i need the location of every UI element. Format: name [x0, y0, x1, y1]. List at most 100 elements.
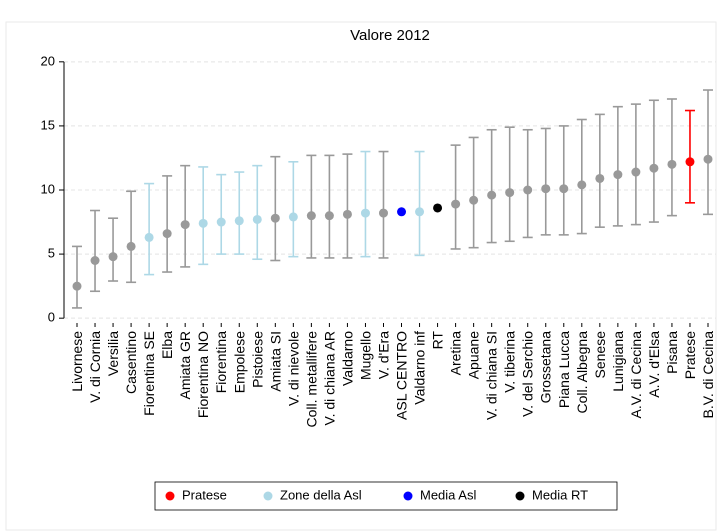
x-tick-label: Fiorentina SE — [141, 331, 157, 416]
x-tick-label: Livornese — [69, 331, 85, 392]
error-bar — [540, 127, 551, 236]
error-bar — [288, 161, 299, 258]
point — [667, 159, 677, 169]
legend-marker — [263, 491, 273, 501]
x-tick-label: V. di chiana SI — [484, 331, 500, 420]
point — [234, 216, 244, 226]
point — [90, 256, 100, 265]
error-bar — [594, 113, 605, 228]
x-tick-label: Pistoiese — [249, 331, 265, 388]
x-tick-label: Empolese — [231, 331, 247, 393]
error-bar — [306, 154, 317, 259]
x-tick-label: Amiata SI — [267, 331, 283, 392]
point — [451, 199, 461, 209]
error-bar — [342, 153, 353, 259]
error-bar — [576, 118, 587, 235]
point — [487, 190, 497, 200]
point — [433, 203, 443, 213]
error-bar — [234, 171, 245, 255]
x-tick-label: Pratese — [682, 331, 698, 379]
y-tick-label: 10 — [41, 181, 55, 196]
legend-label: Media RT — [532, 487, 588, 502]
error-bar — [126, 190, 137, 284]
legend-box — [154, 481, 618, 511]
point — [108, 252, 118, 262]
error-bar — [468, 136, 479, 249]
x-tick-label: Amiata GR — [177, 331, 193, 399]
error-bar — [252, 164, 263, 261]
error-bar — [666, 98, 677, 217]
x-tick-label: Piana Lucca — [556, 331, 572, 408]
x-tick-label: Mugello — [357, 331, 373, 380]
point — [469, 195, 479, 205]
error-bar — [360, 150, 371, 258]
x-tick-label: Fiorentina NO — [195, 331, 211, 418]
error-bar — [630, 103, 641, 226]
error-bar — [72, 245, 82, 309]
x-tick-label: V. di nievole — [285, 331, 301, 406]
x-tick-label: B.V. di Cecina — [700, 331, 716, 419]
frame — [5, 21, 717, 531]
y-tick-label: 0 — [48, 310, 55, 325]
error-bar — [162, 175, 173, 273]
x-tick-label: Senese — [592, 331, 608, 379]
x-tick-label: Casentino — [123, 331, 139, 394]
point — [216, 217, 226, 227]
point — [397, 207, 407, 217]
error-bar — [198, 166, 209, 266]
point — [523, 185, 533, 195]
point — [270, 213, 280, 223]
error-bar — [612, 105, 623, 227]
point — [162, 229, 172, 239]
error-bar — [414, 150, 425, 257]
x-tick-label: Valdarno inf — [412, 331, 428, 405]
error-bar — [180, 164, 191, 268]
x-tick-label: V. tiberina — [502, 331, 518, 393]
x-tick-label: Grossetana — [538, 331, 554, 404]
x-tick-label: V. del Serchio — [520, 331, 536, 417]
error-bar — [378, 150, 389, 259]
x-tick-label: ASL CENTRO — [394, 331, 410, 420]
x-tick-label: Coll. metallifere — [303, 331, 319, 428]
x-tick-label: A.V. d'Elsa — [646, 331, 662, 398]
error-bar — [324, 154, 335, 259]
point — [144, 232, 154, 242]
point — [360, 208, 370, 218]
error-bar — [108, 217, 119, 282]
chart-title: Valore 2012 — [350, 27, 430, 44]
x-tick-label: V. di Cornia — [87, 331, 103, 403]
point — [342, 209, 352, 219]
error-bar — [450, 144, 461, 250]
point — [252, 214, 262, 224]
error-bar — [522, 128, 533, 239]
y-tick-label: 5 — [48, 246, 55, 261]
error-bar — [144, 182, 155, 276]
point — [595, 173, 605, 183]
x-tick-label: Elba — [159, 331, 175, 359]
point — [415, 207, 425, 217]
point — [541, 184, 551, 194]
y-tick-label: 20 — [41, 53, 55, 68]
error-bar — [504, 126, 515, 243]
point — [613, 170, 623, 180]
point — [577, 180, 587, 190]
point — [378, 208, 388, 218]
error-bar — [648, 99, 659, 223]
error-bar — [684, 109, 695, 204]
legend-marker — [165, 491, 175, 501]
point — [288, 212, 298, 222]
legend-marker — [403, 491, 413, 501]
point — [649, 163, 659, 173]
x-tick-label: Versilia — [105, 331, 121, 376]
x-tick-label: V. d'Era — [375, 331, 391, 379]
legend-label: Media Asl — [420, 487, 476, 502]
point — [198, 218, 208, 228]
error-bar — [558, 125, 569, 236]
y-tick-label: 15 — [41, 117, 55, 132]
error-bar — [90, 209, 101, 293]
x-tick-label: Apuane — [466, 331, 482, 379]
x-tick-label: Pisana — [664, 331, 680, 374]
point — [126, 241, 136, 251]
